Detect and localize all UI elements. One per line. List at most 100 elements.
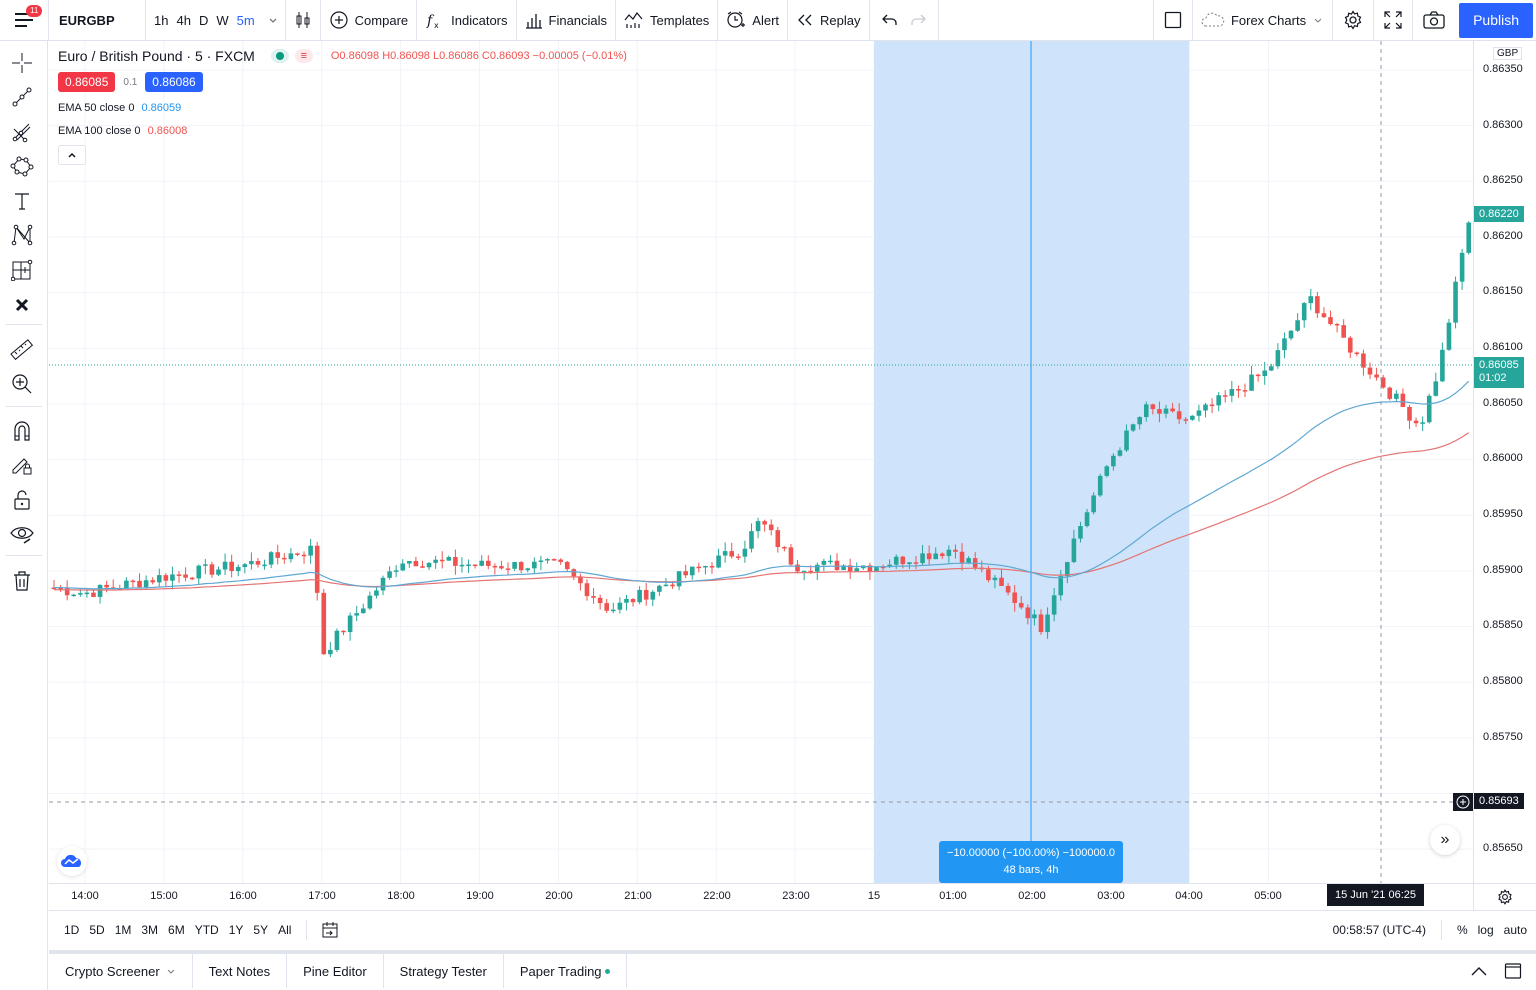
ema100-legend[interactable]: EMA 100 close 0 0.86008 xyxy=(58,125,187,137)
fullscreen-button[interactable] xyxy=(1374,0,1412,41)
trend-line-tool[interactable] xyxy=(9,84,35,110)
tab-label: Paper Trading xyxy=(519,963,602,979)
remove-objects-tool[interactable] xyxy=(9,568,35,594)
interval-5m[interactable]: 5m xyxy=(236,12,255,28)
layout-name-button[interactable]: Forex Charts xyxy=(1193,0,1332,41)
auto-scale-toggle[interactable]: auto xyxy=(1503,922,1527,937)
notification-badge: 11 xyxy=(26,4,43,17)
text-tool[interactable] xyxy=(9,188,35,214)
redo-button[interactable] xyxy=(904,0,938,41)
range-1y[interactable]: 1Y xyxy=(228,922,244,937)
log-scale-toggle[interactable]: log xyxy=(1477,922,1494,937)
chart-settings-button[interactable] xyxy=(1473,883,1536,910)
range-1d[interactable]: 1D xyxy=(64,922,80,937)
redo-icon xyxy=(910,14,926,25)
interval-4h[interactable]: 4h xyxy=(176,12,191,28)
expand-panel-button[interactable] xyxy=(1460,965,1498,977)
price-axis[interactable]: GBP 0.86350 0.86300 0.86250 0.86200 0.86… xyxy=(1473,41,1536,883)
magnet-tool[interactable] xyxy=(9,418,35,444)
price-tick: 0.86300 xyxy=(1483,119,1523,131)
zoom-in-icon xyxy=(12,374,32,394)
settings-button[interactable] xyxy=(1333,0,1373,41)
double-chevron-right-icon: » xyxy=(1440,831,1450,848)
time-tick: 15:00 xyxy=(150,890,178,902)
time-tick: 16:00 xyxy=(229,890,257,902)
interval-w[interactable]: W xyxy=(216,12,229,28)
tab-strategy-tester[interactable]: Strategy Tester xyxy=(384,954,504,988)
percent-scale-toggle[interactable]: % xyxy=(1456,922,1468,937)
ema50-label: EMA 50 close 0 xyxy=(58,102,135,114)
pattern-icon xyxy=(10,156,34,177)
range-1m[interactable]: 1M xyxy=(114,922,132,937)
price-tick: 0.86050 xyxy=(1483,397,1523,409)
current-price: 0.86085 xyxy=(1479,359,1519,371)
sell-button[interactable]: 0.86085 xyxy=(58,72,116,92)
buy-button[interactable]: 0.86086 xyxy=(145,72,203,92)
main-menu-button[interactable]: 11 xyxy=(0,0,48,41)
range-5d[interactable]: 5D xyxy=(89,922,105,937)
remove-drawings-tool[interactable] xyxy=(9,292,35,318)
ruler-tool[interactable] xyxy=(9,337,35,363)
symbol-search[interactable]: EURGBP xyxy=(59,12,115,28)
pattern-tool[interactable] xyxy=(9,153,35,179)
range-6m[interactable]: 6M xyxy=(168,922,185,937)
interval-d[interactable]: D xyxy=(198,12,209,28)
rewind-icon xyxy=(798,14,812,26)
zoom-in-tool[interactable] xyxy=(9,371,35,397)
range-5y[interactable]: 5Y xyxy=(253,922,269,937)
chevron-down-icon xyxy=(1314,18,1322,23)
layout-toggle-button[interactable] xyxy=(1154,0,1192,41)
tab-label: Text Notes xyxy=(208,963,271,979)
go-to-date-button[interactable] xyxy=(317,921,343,939)
range-ytd[interactable]: YTD xyxy=(194,922,219,937)
tab-crypto-screener[interactable]: Crypto Screener xyxy=(49,954,193,988)
measure-result: −10.00000 (−100.00%) −100000.0 xyxy=(947,847,1115,859)
compare-button[interactable]: Compare xyxy=(321,0,416,41)
maximize-panel-button[interactable] xyxy=(1498,962,1536,980)
add-alert-button[interactable] xyxy=(1453,793,1473,811)
replay-button[interactable]: Replay xyxy=(788,0,868,41)
ruler-icon xyxy=(10,339,34,361)
publish-button[interactable]: Publish xyxy=(1459,2,1533,38)
hide-drawings-tool[interactable] xyxy=(9,521,35,547)
lock-drawing-tool[interactable] xyxy=(9,452,35,478)
chevron-down-icon[interactable] xyxy=(265,12,281,28)
date-range-bar: 1D 5D 1M 3M 6M YTD 1Y 5Y All 00:58:57 (U… xyxy=(49,910,1536,948)
scroll-to-realtime-button[interactable]: » xyxy=(1430,825,1460,855)
tab-pine-editor[interactable]: Pine Editor xyxy=(287,954,384,988)
crosshair-tool[interactable] xyxy=(9,50,35,76)
measure-range-tool[interactable] xyxy=(9,257,35,283)
time-tick: 22:00 xyxy=(703,890,731,902)
interval-1h[interactable]: 1h xyxy=(154,12,169,28)
time-axis[interactable]: 14:00 15:00 16:00 17:00 18:00 19:00 20:0… xyxy=(49,883,1473,910)
range-3m[interactable]: 3M xyxy=(141,922,159,937)
undo-button[interactable] xyxy=(870,0,904,41)
chart-type-button[interactable] xyxy=(286,0,320,41)
range-all[interactable]: All xyxy=(278,922,292,937)
prediction-tool[interactable] xyxy=(9,222,35,248)
tradingview-logo[interactable] xyxy=(57,846,87,876)
chart-pane[interactable] xyxy=(49,41,1473,883)
financials-button[interactable]: Financials xyxy=(517,0,616,41)
measure-bars: 48 bars, 4h xyxy=(1003,864,1059,876)
cloud-icon xyxy=(1201,12,1225,27)
crosshair-icon xyxy=(12,53,32,73)
lock-all-tool[interactable] xyxy=(9,487,35,513)
symbol-title[interactable]: Euro / British Pound · 5 · FXCM xyxy=(58,48,255,64)
templates-button[interactable]: Templates xyxy=(616,0,717,41)
timezone-clock[interactable]: 00:58:57 (UTC-4) xyxy=(1332,922,1426,937)
time-tick: 03:00 xyxy=(1097,890,1125,902)
trash-icon xyxy=(14,571,30,591)
ema50-legend[interactable]: EMA 50 close 0 0.86059 xyxy=(58,102,181,114)
candlestick-chart[interactable] xyxy=(49,41,1473,883)
fib-tool[interactable] xyxy=(9,119,35,145)
alert-button[interactable]: Alert xyxy=(718,0,787,41)
collapse-legend-button[interactable] xyxy=(58,145,86,165)
indicators-label: Indicators xyxy=(451,12,508,28)
tab-text-notes[interactable]: Text Notes xyxy=(193,954,288,988)
time-tick: 02:00 xyxy=(1018,890,1046,902)
snapshot-button[interactable] xyxy=(1413,0,1455,41)
price-tick: 0.85950 xyxy=(1483,508,1523,520)
tab-paper-trading[interactable]: Paper Trading xyxy=(504,954,627,988)
